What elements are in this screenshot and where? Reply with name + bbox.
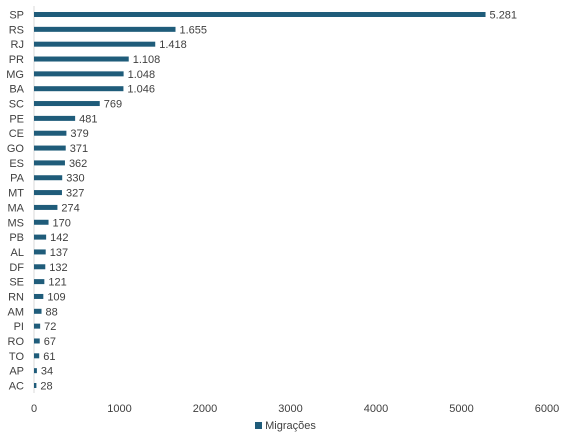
category-label-pa: PA — [10, 173, 25, 185]
value-label-rs: 1.655 — [180, 24, 208, 36]
value-label-es: 362 — [69, 158, 87, 170]
bars — [34, 12, 486, 388]
bar-sc — [34, 101, 100, 107]
bar-ap — [34, 368, 37, 374]
value-label-ro: 67 — [44, 336, 56, 348]
bar-pa — [34, 175, 63, 181]
category-label-pe: PE — [9, 113, 24, 125]
value-label-ac: 28 — [40, 381, 52, 393]
legend: Migrações — [0, 420, 571, 432]
x-tick-5000: 5000 — [449, 403, 473, 415]
x-tick-4000: 4000 — [364, 403, 388, 415]
bar-ms — [34, 219, 49, 225]
bar-sp — [34, 12, 486, 17]
category-label-sp: SP — [9, 10, 24, 22]
bar-ma — [34, 204, 58, 210]
value-label-pa: 330 — [66, 173, 84, 185]
value-label-to: 61 — [43, 351, 55, 363]
category-label-ma: MA — [8, 202, 25, 214]
value-label-mg: 1.048 — [128, 69, 156, 81]
bar-ce — [34, 130, 67, 136]
value-label-mt: 327 — [66, 188, 84, 200]
legend-label: Migrações — [265, 420, 316, 433]
category-label-pb: PB — [9, 232, 24, 244]
x-tick-6000: 6000 — [535, 403, 559, 415]
value-label-ms: 170 — [53, 217, 71, 229]
bar-mt — [34, 190, 62, 196]
value-label-df: 132 — [49, 262, 67, 274]
category-label-pr: PR — [9, 54, 24, 66]
category-label-ms: MS — [8, 217, 25, 229]
value-label-rj: 1.418 — [159, 39, 187, 51]
bar-rj — [34, 41, 156, 47]
bar-ac — [34, 383, 37, 388]
bar-am — [34, 308, 42, 314]
value-label-ce: 379 — [70, 128, 88, 140]
x-tick-2000: 2000 — [193, 403, 217, 415]
value-label-se: 121 — [48, 277, 66, 289]
category-label-se: SE — [9, 277, 24, 289]
x-tick-1000: 1000 — [107, 403, 131, 415]
category-label-ac: AC — [9, 381, 24, 393]
bar-to — [34, 353, 40, 359]
value-label-sc: 769 — [104, 99, 122, 111]
bar-pb — [34, 234, 47, 240]
bar-rs — [34, 26, 176, 32]
bar-pe — [34, 115, 76, 121]
x-tick-0: 0 — [31, 403, 37, 415]
category-label-rn: RN — [8, 291, 24, 303]
value-label-am: 88 — [46, 306, 58, 318]
bar-go — [34, 145, 66, 151]
value-label-rn: 109 — [47, 291, 65, 303]
category-label-al: AL — [11, 247, 24, 259]
bar-al — [34, 249, 46, 255]
category-label-df: DF — [9, 262, 24, 274]
value-label-ma: 274 — [61, 202, 79, 214]
category-label-ba: BA — [9, 84, 24, 96]
value-label-ap: 34 — [41, 366, 53, 378]
bar-rn — [34, 293, 44, 299]
value-label-go: 371 — [70, 143, 88, 155]
category-label-pi: PI — [14, 321, 24, 333]
bar-ro — [34, 338, 40, 344]
bar-mg — [34, 71, 124, 77]
x-tick-3000: 3000 — [278, 403, 302, 415]
value-label-pr: 1.108 — [133, 54, 161, 66]
category-label-rj: RJ — [11, 39, 24, 51]
value-label-pi: 72 — [44, 321, 56, 333]
bar-es — [34, 160, 65, 166]
category-label-mg: MG — [6, 69, 24, 81]
value-label-ba: 1.046 — [127, 84, 155, 96]
value-label-pb: 142 — [50, 232, 68, 244]
category-label-sc: SC — [9, 99, 24, 111]
bar-pr — [34, 56, 129, 62]
bar-ba — [34, 86, 124, 92]
category-label-ap: AP — [9, 366, 24, 378]
category-label-am: AM — [8, 306, 25, 318]
bar-pi — [34, 323, 41, 329]
bar-df — [34, 264, 46, 270]
category-label-es: ES — [9, 158, 24, 170]
value-labels: 5.281 1.655 1.418 1.108 1.048 1.046 769 481 379 3… — [40, 10, 517, 393]
legend-swatch — [255, 421, 263, 429]
value-label-sp: 5.281 — [490, 10, 518, 22]
value-label-al: 137 — [50, 247, 68, 259]
category-label-go: GO — [7, 143, 25, 155]
category-label-ro: RO — [8, 336, 25, 348]
category-labels: SP RS RJ PR MG BA SC PE CE GO ES PA MT MA MS PB AL DF SE RN… — [6, 10, 24, 393]
category-label-mt: MT — [8, 188, 24, 200]
category-label-to: TO — [9, 351, 25, 363]
bar-se — [34, 279, 45, 285]
x-tick-labels: 0 1000 2000 3000 4000 5000 6000 — [31, 403, 559, 415]
value-label-pe: 481 — [79, 113, 97, 125]
category-label-ce: CE — [9, 128, 24, 140]
category-label-rs: RS — [9, 24, 24, 36]
